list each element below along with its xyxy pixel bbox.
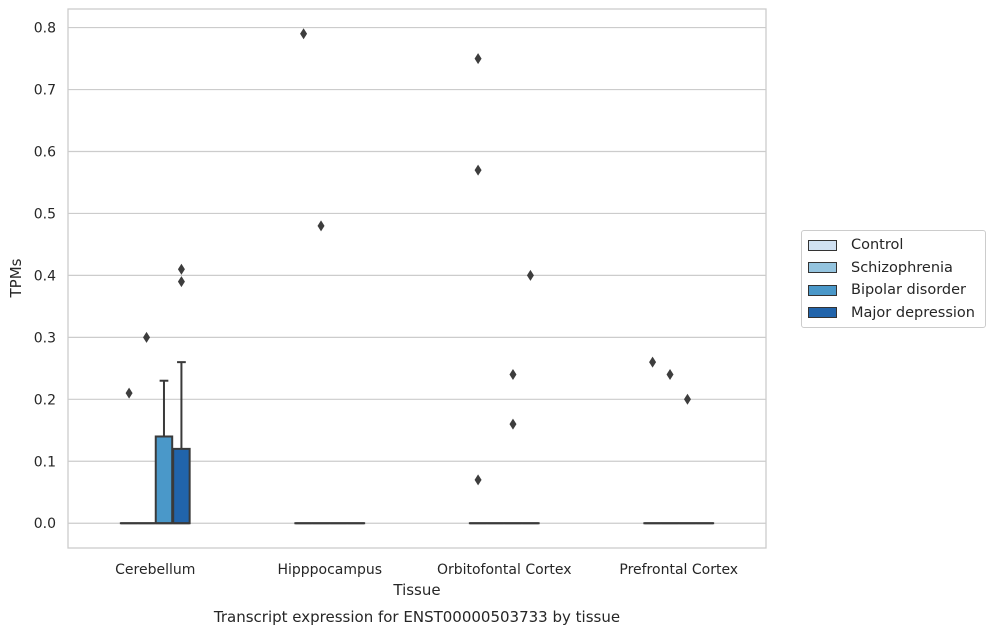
legend-swatch [808, 284, 837, 296]
outlier-point [125, 387, 133, 399]
outlier-point [143, 331, 151, 343]
legend-swatch [808, 239, 837, 251]
y-tick-label: 0.1 [34, 454, 56, 470]
x-tick-labels: Cerebellum Hipppocampus Orbitofontal Corte… [115, 562, 738, 578]
outlier-point [474, 53, 482, 65]
legend-entry: Major depression [802, 302, 985, 325]
outlier-point [649, 356, 657, 368]
x-tick-label: Cerebellum [115, 562, 195, 578]
outlier-point [666, 369, 674, 381]
y-tick-label: 0.2 [34, 392, 56, 408]
x-tick-label: Hipppocampus [277, 562, 382, 578]
outlier-point [509, 418, 517, 430]
legend-entry: Control [802, 234, 985, 257]
outlier-point [474, 474, 482, 486]
y-tick-label: 0.3 [34, 330, 56, 346]
chart-title: Transcript expression for ENST0000050373… [213, 608, 620, 626]
legend-swatch [808, 262, 837, 274]
legend-label: Bipolar disorder [851, 282, 966, 299]
plot-marks [119, 28, 715, 525]
legend-label: Major depression [851, 304, 975, 321]
outlier-point [300, 28, 308, 40]
x-tick-label: Orbitofontal Cortex [437, 562, 572, 578]
outlier-point [526, 269, 534, 281]
outlier-point [683, 393, 691, 405]
x-tick-label: Prefrontal Cortex [619, 562, 738, 578]
outlier-point [474, 164, 482, 176]
box [154, 435, 174, 525]
legend-entry: Schizophrenia [802, 257, 985, 280]
y-tick-label: 0.5 [34, 206, 56, 222]
y-tick-label: 0.8 [34, 21, 56, 37]
legend-label: Schizophrenia [851, 259, 953, 276]
y-tick-label: 0.4 [34, 268, 56, 284]
outlier-point [509, 369, 517, 381]
outlier-point [177, 263, 185, 275]
outlier-point [177, 276, 185, 288]
legend: Control Schizophrenia Bipolar disorder Majo… [801, 230, 986, 328]
box [172, 447, 191, 525]
y-tick-label: 0.7 [34, 83, 56, 99]
y-tick-label: 0.6 [34, 144, 56, 160]
outlier-point [317, 220, 325, 232]
x-axis-label: Tissue [392, 581, 440, 599]
y-tick-label: 0.0 [34, 516, 56, 532]
legend-swatch [808, 307, 837, 319]
plot-frame [67, 8, 767, 549]
legend-label: Control [851, 237, 904, 254]
legend-entry: Bipolar disorder [802, 279, 985, 302]
y-tick-labels: 0.0 0.1 0.2 0.3 0.4 0.5 0.6 0.7 0.8 [34, 21, 56, 533]
y-axis-label: TPMs [7, 258, 25, 298]
